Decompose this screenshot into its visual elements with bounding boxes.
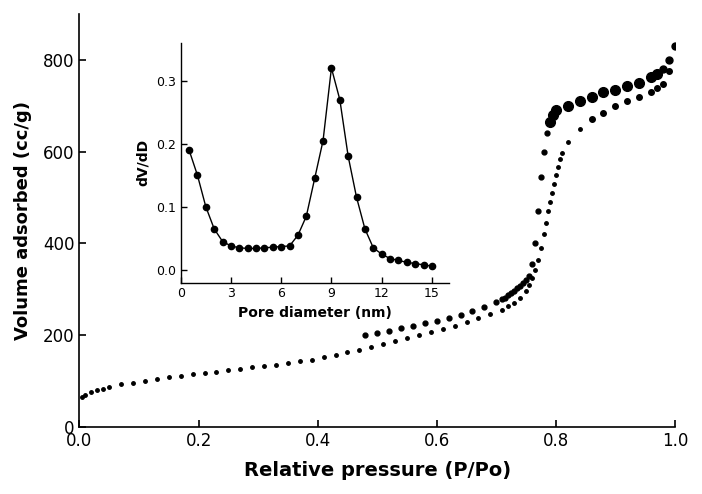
X-axis label: Relative pressure (P/Po): Relative pressure (P/Po): [244, 461, 511, 480]
Y-axis label: Volume adsorbed (cc/g): Volume adsorbed (cc/g): [14, 101, 32, 340]
